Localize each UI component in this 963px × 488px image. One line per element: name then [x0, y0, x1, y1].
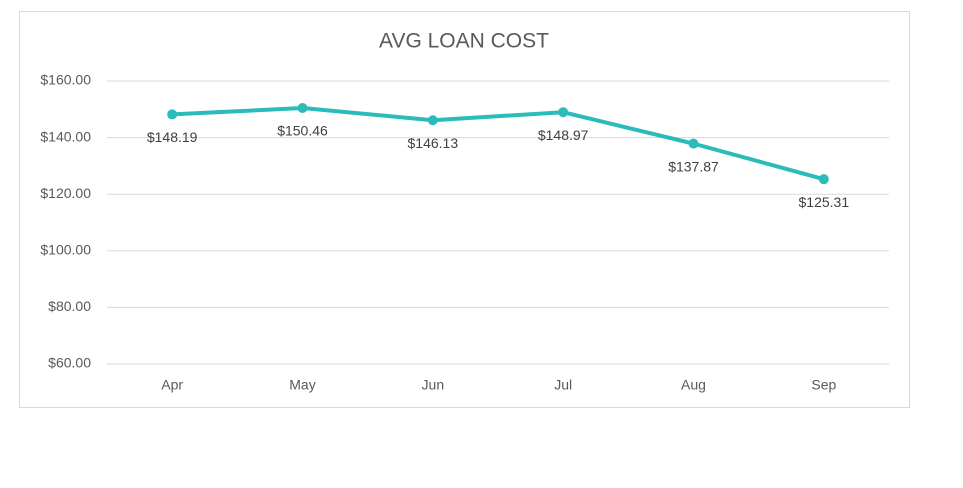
- y-tick-label: $80.00: [48, 298, 91, 314]
- y-tick-label: $60.00: [48, 355, 91, 371]
- y-tick-label: $120.00: [40, 185, 91, 201]
- y-tick-label: $160.00: [40, 72, 91, 88]
- data-label: $146.13: [408, 135, 459, 151]
- data-label: $137.87: [668, 158, 719, 174]
- data-label: $125.31: [799, 194, 850, 210]
- x-tick-label: Jun: [422, 377, 445, 393]
- data-point: [818, 174, 829, 185]
- x-tick-label: Jul: [554, 377, 572, 393]
- x-tick-label: Sep: [811, 377, 836, 393]
- data-label: $148.97: [538, 127, 589, 143]
- data-point: [297, 102, 308, 113]
- x-tick-label: Aug: [681, 377, 706, 393]
- y-tick-label: $100.00: [40, 242, 91, 258]
- data-point: [688, 138, 699, 149]
- data-point: [167, 109, 178, 120]
- x-tick-label: Apr: [161, 377, 183, 393]
- data-line: [170, 105, 826, 182]
- y-tick-label: $140.00: [40, 128, 91, 144]
- data-label: $148.19: [147, 129, 198, 145]
- data-label: $150.46: [277, 123, 328, 139]
- chart-title: AVG LOAN COST: [379, 30, 549, 53]
- data-point: [427, 115, 438, 126]
- data-point: [558, 107, 569, 118]
- chart-frame: [19, 11, 910, 408]
- x-tick-label: May: [289, 377, 315, 393]
